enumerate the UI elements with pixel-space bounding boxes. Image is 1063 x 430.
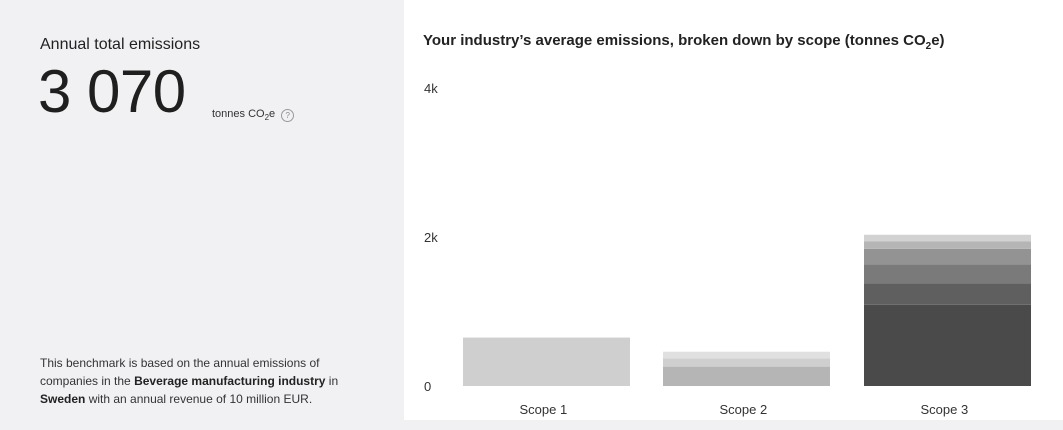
bar-segment-scope-3-0[interactable] <box>864 304 1031 386</box>
chart-title-sub: 2 <box>925 41 932 52</box>
bar-segment-scope-1-0[interactable] <box>463 337 630 386</box>
benchmark-description: This benchmark is based on the annual em… <box>40 354 380 408</box>
bottom-divider <box>0 420 1063 430</box>
summary-panel: Annual total emissions 3 070 tonnes CO2e… <box>0 0 404 420</box>
bar-segment-scope-2-1[interactable] <box>663 358 830 367</box>
bar-segment-scope-2-2[interactable] <box>663 351 830 359</box>
bar-segment-scope-3-3[interactable] <box>864 248 1031 265</box>
bar-segment-scope-2-0[interactable] <box>663 366 830 386</box>
unit-tail: e <box>269 108 276 120</box>
bar-segment-scope-3-1[interactable] <box>864 283 1031 305</box>
y-tick-label: 0 <box>424 379 431 394</box>
x-category-label: Scope 2 <box>720 402 768 417</box>
y-tick-label: 4k <box>424 81 438 96</box>
unit-label: tonnes CO2e ? <box>212 108 295 122</box>
benchmark-text-3: with an annual revenue of 10 million EUR… <box>85 392 313 406</box>
chart-title-tail: e) <box>931 32 945 49</box>
benchmark-text-2: in <box>325 374 339 388</box>
summary-title: Annual total emissions <box>40 36 201 53</box>
chart-title: Your industry’s average emissions, broke… <box>423 32 945 52</box>
benchmark-industry: Beverage manufacturing industry <box>134 374 326 388</box>
unit-sub: 2 <box>264 113 270 123</box>
unit-main: tonnes CO <box>212 108 265 120</box>
unit-text: tonnes CO2e <box>212 108 275 122</box>
total-emissions-value: 3 070 <box>38 58 186 125</box>
bar-segment-scope-3-4[interactable] <box>864 241 1031 249</box>
bar-segment-scope-3-2[interactable] <box>864 264 1031 284</box>
x-category-label: Scope 1 <box>520 402 568 417</box>
chart-title-main: Your industry’s average emissions, broke… <box>423 32 926 49</box>
y-tick-label: 2k <box>424 230 438 245</box>
question-circle-icon[interactable]: ? <box>281 108 295 122</box>
benchmark-text-1: This benchmark is based on the annual em… <box>40 356 320 388</box>
x-category-label: Scope 3 <box>921 402 969 417</box>
benchmark-country: Sweden <box>40 392 86 406</box>
bar-segment-scope-3-5[interactable] <box>864 234 1031 242</box>
